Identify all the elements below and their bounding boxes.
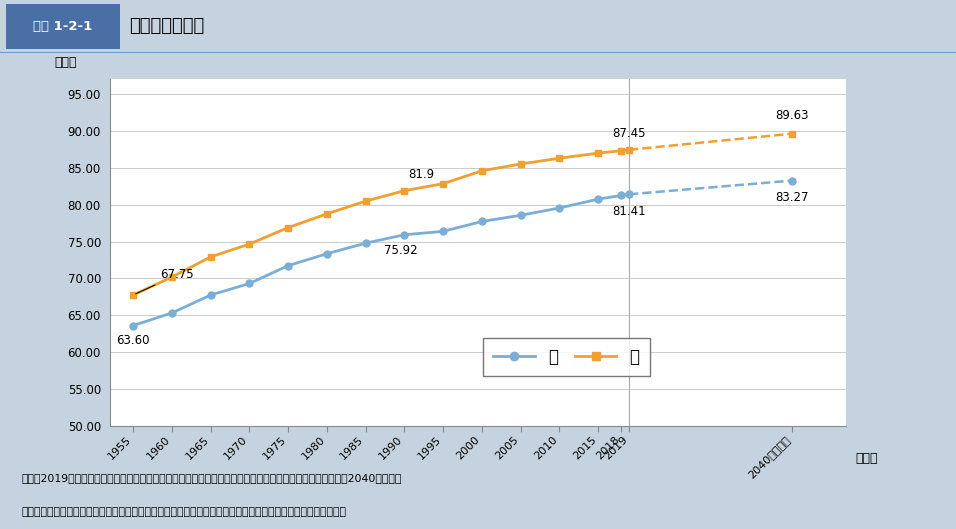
Text: 資料：2019年までは厚生労働省政策統括官付参事官付人口動態・保健社会統計室「令和元年簡易生命表」、2040年は国立: 資料：2019年までは厚生労働省政策統括官付参事官付人口動態・保健社会統計室「令… [21,473,402,484]
Text: 図表 1-2-1: 図表 1-2-1 [33,20,93,33]
Text: 81.9: 81.9 [408,168,434,181]
Text: 81.41: 81.41 [612,205,646,217]
Text: 平均寿命の推移: 平均寿命の推移 [129,17,205,35]
Legend: 男, 女: 男, 女 [483,338,650,376]
Text: 83.27: 83.27 [775,191,809,204]
Text: 75.92: 75.92 [383,244,418,258]
Text: 89.63: 89.63 [775,109,809,122]
Text: （年）: （年） [856,452,879,466]
Text: 67.75: 67.75 [136,268,194,294]
Text: （年）: （年） [54,56,77,69]
Bar [6,4,120,49]
Text: 63.60: 63.60 [117,334,150,346]
Text: 社会保障・人口問題研究所「日本の将来推計人口（平成２９年推計）」における出生中位・死亡中位推計。: 社会保障・人口問題研究所「日本の将来推計人口（平成２９年推計）」における出生中位… [21,507,346,517]
Text: 87.45: 87.45 [613,127,646,140]
